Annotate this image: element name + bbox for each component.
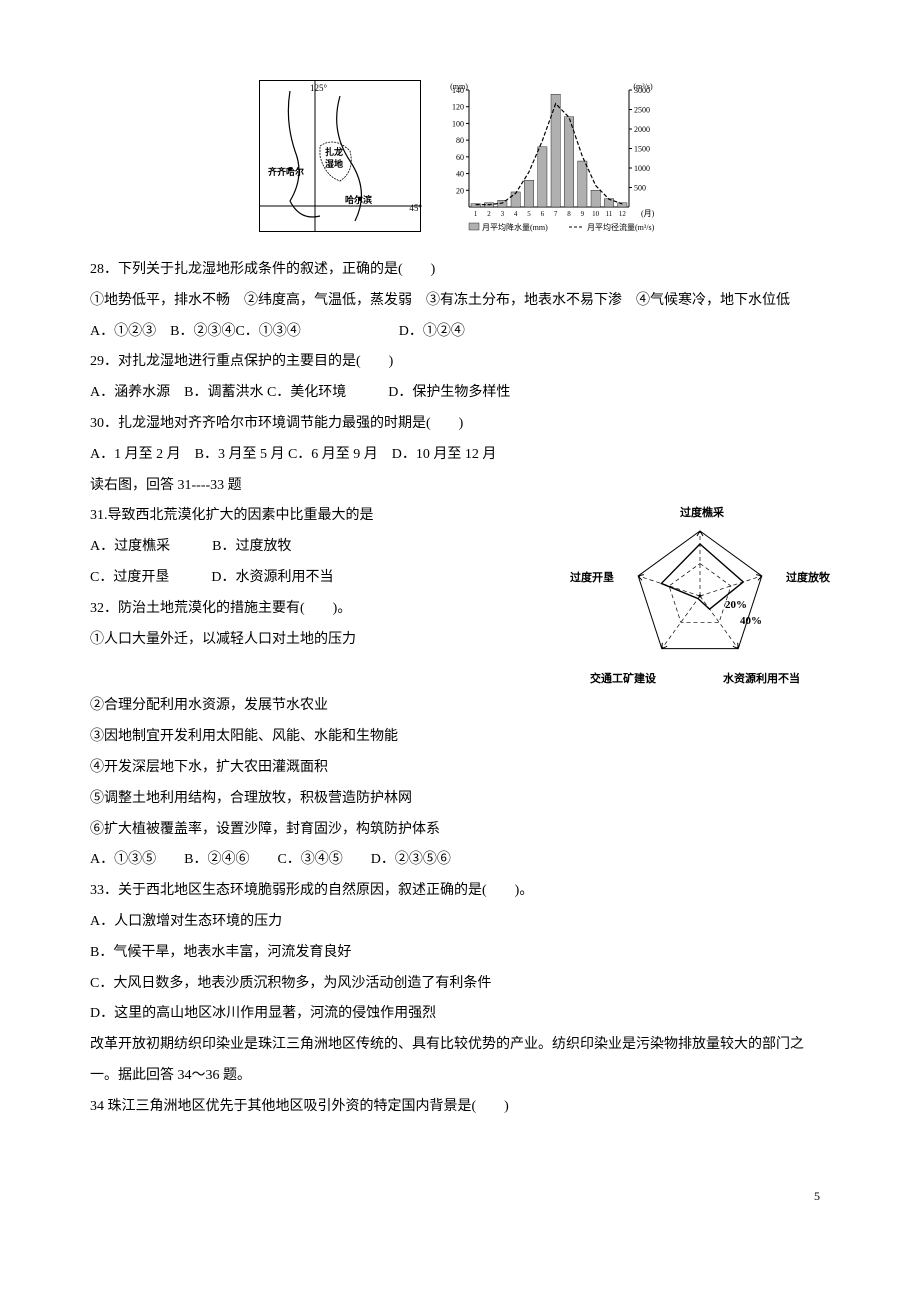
precip-chart: 2040608010012014050010001500200025003000…: [441, 80, 661, 235]
q33-d: D．这里的高山地区冰川作用显著，河流的侵蚀作用强烈: [90, 999, 830, 1030]
radar-tick-40: 40%: [740, 609, 762, 633]
svg-text:12: 12: [619, 210, 627, 218]
radar-figure: 过度樵采 过度放牧 水资源利用不当 交通工矿建设 过度开垦 20% 40%: [570, 501, 830, 691]
q29-stem: 29．对扎龙湿地进行重点保护的主要目的是( ): [90, 347, 830, 378]
svg-text:40: 40: [456, 170, 464, 179]
svg-text:20: 20: [456, 186, 464, 195]
svg-text:10: 10: [592, 210, 600, 218]
q28-statements: ①地势低平，排水不畅 ②纬度高，气温低，蒸发弱 ③有冻土分布，地表水不易下渗 ④…: [90, 286, 830, 317]
q33-stem: 33．关于西北地区生态环境脆弱形成的自然原因，叙述正确的是( )。: [90, 876, 830, 907]
lat-label: 45°: [409, 199, 422, 219]
svg-text:11: 11: [606, 210, 613, 218]
q33-a: A．人口激增对生态环境的压力: [90, 907, 830, 938]
radar-axis-2: 水资源利用不当: [723, 667, 800, 691]
figure-row: 125° 45° 扎龙 湿地 齐齐哈尔 哈尔滨 20 40 60 80 100 120 1 4…: [90, 80, 830, 235]
svg-text:1000: 1000: [634, 164, 650, 173]
city-harbin: 哈尔滨: [345, 191, 372, 211]
svg-text:4: 4: [514, 210, 518, 218]
svg-text:月平均降水量(mm): 月平均降水量(mm): [482, 222, 548, 232]
svg-text:7: 7: [554, 210, 558, 218]
svg-text:8: 8: [567, 210, 571, 218]
svg-text:(m³/s): (m³/s): [633, 82, 653, 91]
svg-text:(mm): (mm): [450, 82, 468, 91]
svg-text:1: 1: [474, 210, 478, 218]
intro-34-36: 改革开放初期纺织印染业是珠江三角洲地区传统的、具有比较优势的产业。纺织印染业是污…: [90, 1030, 830, 1092]
svg-text:(月): (月): [641, 209, 655, 218]
radar-axis-4: 过度开垦: [570, 566, 614, 590]
wetland-label-2: 湿地: [325, 155, 343, 175]
q33-b: B．气候干旱，地表水丰富，河流发育良好: [90, 938, 830, 969]
map-figure: 125° 45° 扎龙 湿地 齐齐哈尔 哈尔滨: [259, 80, 421, 232]
radar-axis-3: 交通工矿建设: [590, 667, 656, 691]
q32-s2: ②合理分配利用水资源，发展节水农业: [90, 691, 830, 722]
svg-text:月平均径流量(m³/s): 月平均径流量(m³/s): [587, 222, 655, 232]
q28-stem: 28．下列关于扎龙湿地形成条件的叙述，正确的是( ): [90, 255, 830, 286]
svg-text:9: 9: [581, 210, 585, 218]
q28-options: A．①②③ B．②③④C．①③④ D．①②④: [90, 317, 830, 348]
q32-s6: ⑥扩大植被覆盖率，设置沙障，封育固沙，构筑防护体系: [90, 815, 830, 846]
q32-s5: ⑤调整土地利用结构，合理放牧，积极营造防护林网: [90, 784, 830, 815]
svg-text:2000: 2000: [634, 125, 650, 134]
svg-text:6: 6: [541, 210, 545, 218]
svg-text:5: 5: [527, 210, 531, 218]
svg-text:1500: 1500: [634, 145, 650, 154]
svg-text:60: 60: [456, 153, 464, 162]
lon-label: 125°: [310, 79, 327, 99]
svg-text:100: 100: [452, 119, 464, 128]
q32-s3: ③因地制宜开发利用太阳能、风能、水能和生物能: [90, 722, 830, 753]
q33-c: C．大风日数多，地表沙质沉积物多，为风沙活动创造了有利条件: [90, 969, 830, 1000]
q30-options: A．1 月至 2 月 B．3 月至 5 月 C．6 月至 9 月 D．10 月至…: [90, 440, 830, 471]
radar-axis-1: 过度放牧: [786, 566, 830, 590]
q32-s4: ④开发深层地下水，扩大农田灌溉面积: [90, 753, 830, 784]
svg-text:2500: 2500: [634, 106, 650, 115]
svg-text:2: 2: [487, 210, 491, 218]
page-number: 5: [90, 1183, 830, 1209]
q34-stem: 34 珠江三角洲地区优先于其他地区吸引外资的特定国内背景是( ): [90, 1092, 830, 1123]
q32-options: A．①③⑤ B．②④⑥ C．③④⑤ D．②③⑤⑥: [90, 845, 830, 876]
svg-text:120: 120: [452, 103, 464, 112]
city-qiqihar: 齐齐哈尔: [268, 163, 304, 183]
radar-axis-0: 过度樵采: [680, 501, 724, 525]
svg-text:3: 3: [501, 210, 505, 218]
q29-options: A．涵养水源 B．调蓄洪水 C．美化环境 D．保护生物多样性: [90, 378, 830, 409]
svg-text:500: 500: [634, 184, 646, 193]
svg-text:80: 80: [456, 136, 464, 145]
q30-stem: 30．扎龙湿地对齐齐哈尔市环境调节能力最强的时期是( ): [90, 409, 830, 440]
radar-intro: 读右图，回答 31----33 题: [90, 471, 830, 502]
